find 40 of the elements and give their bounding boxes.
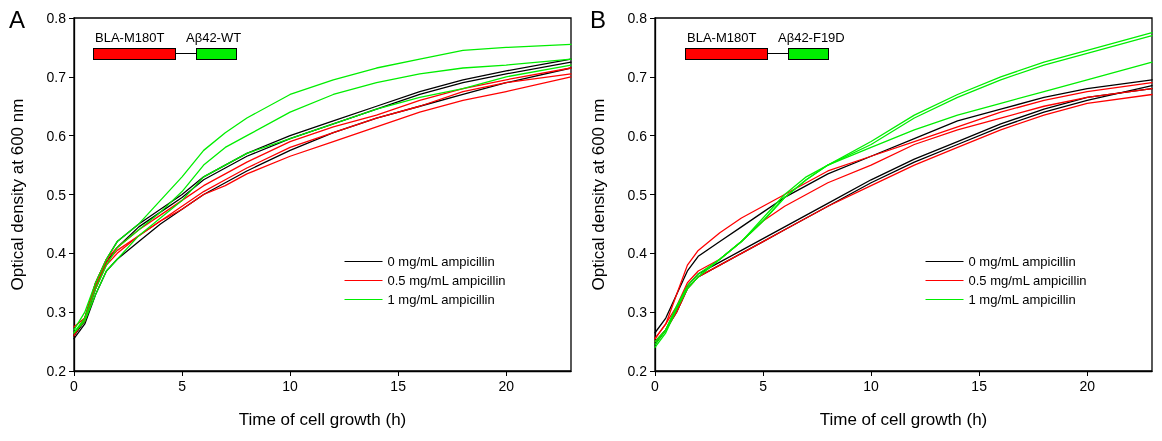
legend-label: 1 mg/mL ampicillin: [968, 292, 1076, 307]
x-tick-label: 20: [498, 378, 515, 394]
y-tick-label: 0.4: [46, 245, 67, 262]
y-tick-label: 0.8: [46, 10, 67, 26]
y-tick-label: 0.6: [46, 127, 67, 144]
x-tick-label: 10: [863, 378, 880, 394]
x-axis-title: Time of cell growth (h): [238, 410, 407, 429]
y-tick-label: 0.6: [627, 127, 648, 144]
legend-label: 0 mg/mL ampicillin: [387, 254, 495, 269]
y-tick-label: 0.2: [46, 363, 67, 379]
legend-label: 0.5 mg/mL ampicillin: [387, 273, 506, 288]
annotation: BLA-M180T: [687, 30, 757, 45]
y-tick-label: 0.8: [627, 10, 648, 26]
x-tick-label: 20: [1079, 378, 1096, 394]
x-tick-label: 15: [971, 378, 988, 394]
y-tick-label: 0.7: [46, 68, 67, 85]
y-tick-label: 0.3: [46, 304, 67, 321]
legend-label: 0.5 mg/mL ampicillin: [968, 273, 1087, 288]
x-tick-label: 0: [651, 378, 660, 394]
y-tick-label: 0.3: [627, 304, 648, 321]
x-tick-label: 10: [282, 378, 299, 394]
annotation: Aβ42-F19D: [778, 30, 845, 45]
y-tick-label: 0.5: [46, 186, 67, 203]
y-tick-label: 0.5: [627, 186, 648, 203]
x-tick-label: 0: [70, 378, 79, 394]
chart-title: B: [590, 5, 607, 33]
y-axis-title: Optical density at 600 nm: [8, 98, 27, 291]
annotation: Aβ42-WT: [186, 30, 242, 45]
x-tick-label: 5: [759, 378, 768, 394]
legend-label: 1 mg/mL ampicillin: [387, 292, 495, 307]
x-axis-title: Time of cell growth (h): [819, 410, 988, 429]
x-tick-label: 5: [178, 378, 187, 394]
legend-label: 0 mg/mL ampicillin: [968, 254, 1076, 269]
y-tick-label: 0.7: [627, 68, 648, 85]
y-tick-label: 0.4: [627, 245, 648, 262]
chart-title: A: [9, 5, 26, 33]
x-tick-label: 15: [390, 378, 407, 394]
y-axis-title: Optical density at 600 nm: [589, 98, 608, 291]
annotation: BLA-M180T: [95, 30, 165, 45]
y-tick-label: 0.2: [627, 363, 648, 379]
